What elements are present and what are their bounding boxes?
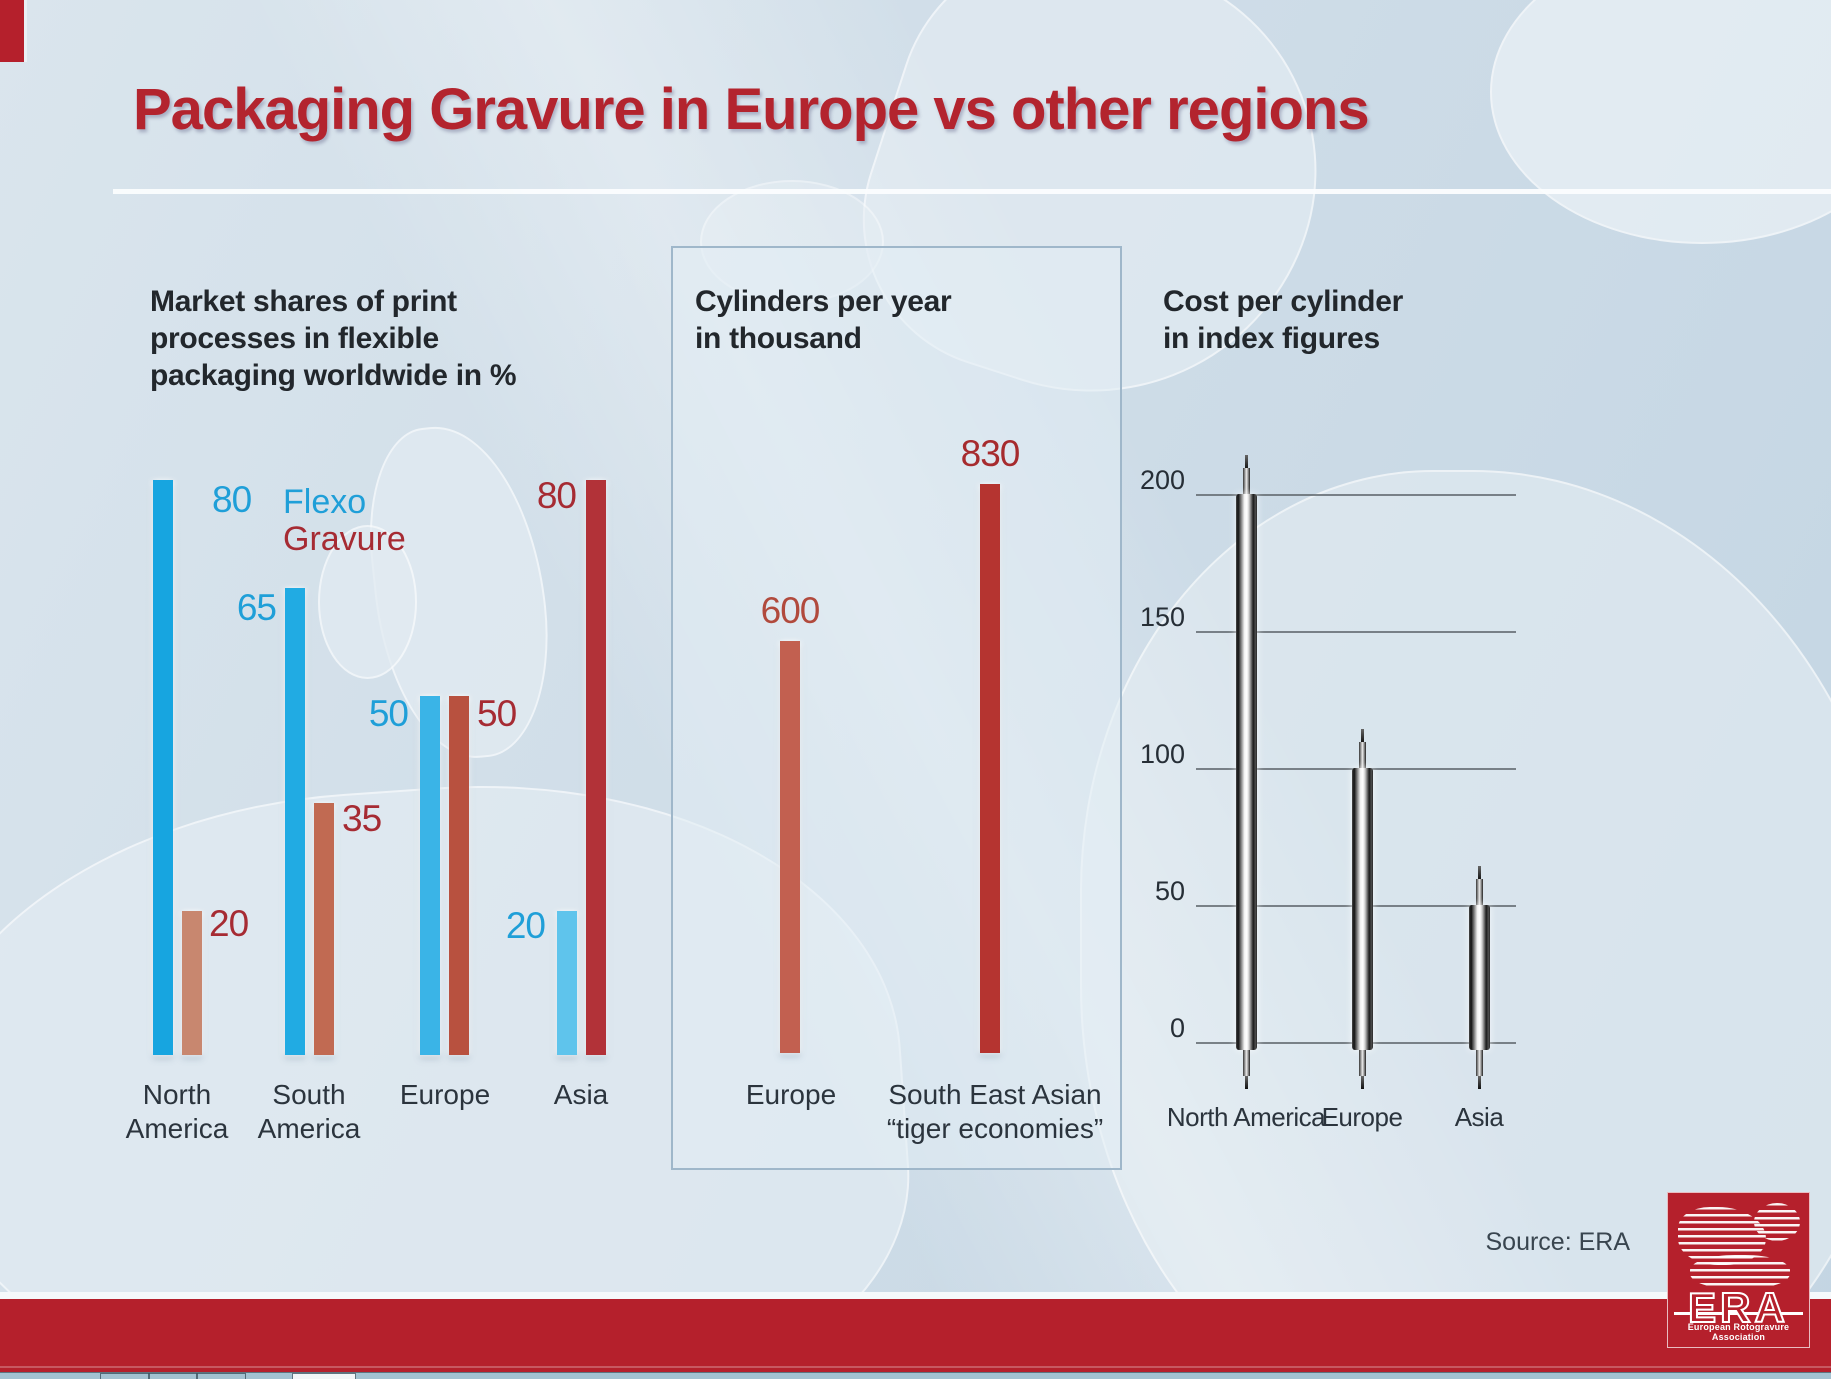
bar-flexo-3 bbox=[557, 911, 577, 1055]
footer-divider bbox=[0, 1292, 1831, 1299]
category-label: Europe bbox=[745, 1079, 837, 1110]
cylinder-bar-0 bbox=[1235, 494, 1257, 1050]
legend-flexo: Flexo bbox=[283, 483, 367, 521]
bar-gravure-2 bbox=[449, 695, 469, 1055]
edge-cell bbox=[292, 1373, 356, 1379]
category-label: Asia bbox=[1454, 1102, 1504, 1132]
cylinder-tip-top bbox=[1360, 729, 1364, 743]
gridline bbox=[1196, 494, 1516, 496]
cylinder-axle-top bbox=[1358, 742, 1366, 768]
category-label: South East Asian “tiger economies” bbox=[886, 1079, 1104, 1144]
bar-gravure-0 bbox=[182, 911, 202, 1055]
cylinder-tip-bottom bbox=[1244, 1076, 1248, 1089]
cylinder-bar-1 bbox=[1351, 768, 1373, 1050]
axis-label: 200 bbox=[1139, 465, 1185, 495]
cylinder-tip-top bbox=[1477, 866, 1481, 880]
category-label: Europe bbox=[399, 1079, 491, 1110]
gridline bbox=[1196, 631, 1516, 633]
era-logo: ERA European Rotogravure Association bbox=[1667, 1192, 1810, 1348]
cylinder-axle-bottom bbox=[1475, 1050, 1483, 1076]
footer-band bbox=[0, 1299, 1831, 1372]
legend-gravure: Gravure bbox=[283, 520, 406, 558]
category-label: North America bbox=[1166, 1102, 1326, 1132]
value-label: 830 bbox=[960, 432, 1021, 474]
value-label: 20 bbox=[505, 905, 546, 946]
axis-label: 50 bbox=[1154, 876, 1185, 906]
category-label: Asia bbox=[553, 1079, 609, 1110]
value-label: 35 bbox=[342, 798, 382, 839]
cylinders-chart-frame bbox=[671, 246, 1122, 1170]
value-label: 20 bbox=[209, 903, 249, 944]
edge-cell bbox=[148, 1373, 198, 1379]
cylinder-axle-top bbox=[1242, 468, 1250, 494]
value-label: 600 bbox=[760, 590, 821, 632]
bar-cylinders-per-year-1 bbox=[980, 483, 1000, 1053]
chart-title-market-shares: Market shares of print processes in flex… bbox=[150, 285, 517, 392]
page-corner-mark bbox=[0, 0, 27, 62]
chart-title-cost-per-cylinder: Cost per cylinder in index figures bbox=[1163, 285, 1403, 355]
bar-flexo-1 bbox=[285, 587, 305, 1055]
cylinder-bar-2 bbox=[1468, 905, 1490, 1050]
category-label: North America bbox=[125, 1079, 229, 1144]
cylinder-tip-top bbox=[1244, 455, 1248, 469]
era-logo-wordmark: ERA bbox=[1687, 1284, 1789, 1331]
value-label: 80 bbox=[536, 475, 577, 516]
category-label: Europe bbox=[1321, 1102, 1403, 1132]
source-label: Source: ERA bbox=[1485, 1228, 1630, 1256]
page-title: Packaging Gravure in Europe vs other reg… bbox=[133, 77, 1370, 142]
era-logo-map-stripes bbox=[1690, 1255, 1790, 1289]
axis-label: 150 bbox=[1139, 602, 1185, 632]
cylinder-axle-bottom bbox=[1358, 1050, 1366, 1076]
bottom-edge-strip bbox=[0, 1372, 1831, 1379]
era-logo-subtitle: European Rotogravure Association bbox=[1687, 1322, 1790, 1342]
title-divider bbox=[113, 189, 1831, 194]
bar-gravure-1 bbox=[314, 803, 334, 1055]
edge-cell bbox=[196, 1373, 246, 1379]
bar-flexo-2 bbox=[420, 695, 440, 1055]
chart-title-cylinders-per-year: Cylinders per year in thousand bbox=[695, 285, 952, 355]
bar-gravure-3 bbox=[586, 479, 606, 1055]
value-label: 65 bbox=[236, 587, 277, 628]
cylinder-axle-top bbox=[1475, 879, 1483, 905]
cylinder-tip-bottom bbox=[1477, 1076, 1481, 1089]
bar-flexo-0 bbox=[153, 479, 173, 1055]
cylinder-tip-bottom bbox=[1360, 1076, 1364, 1089]
axis-label: 100 bbox=[1139, 739, 1185, 769]
era-logo-rule bbox=[1674, 1312, 1803, 1315]
map-land-ireland bbox=[318, 525, 417, 679]
value-label: 50 bbox=[477, 693, 517, 734]
category-label: South America bbox=[257, 1079, 361, 1144]
value-label: 80 bbox=[212, 479, 252, 520]
edge-cell bbox=[100, 1373, 150, 1379]
value-label: 50 bbox=[368, 693, 409, 734]
cylinder-axle-bottom bbox=[1242, 1050, 1250, 1076]
bar-cylinders-per-year-0 bbox=[780, 641, 800, 1053]
axis-label: 0 bbox=[1169, 1013, 1185, 1043]
era-logo-map-stripes bbox=[1754, 1203, 1800, 1241]
